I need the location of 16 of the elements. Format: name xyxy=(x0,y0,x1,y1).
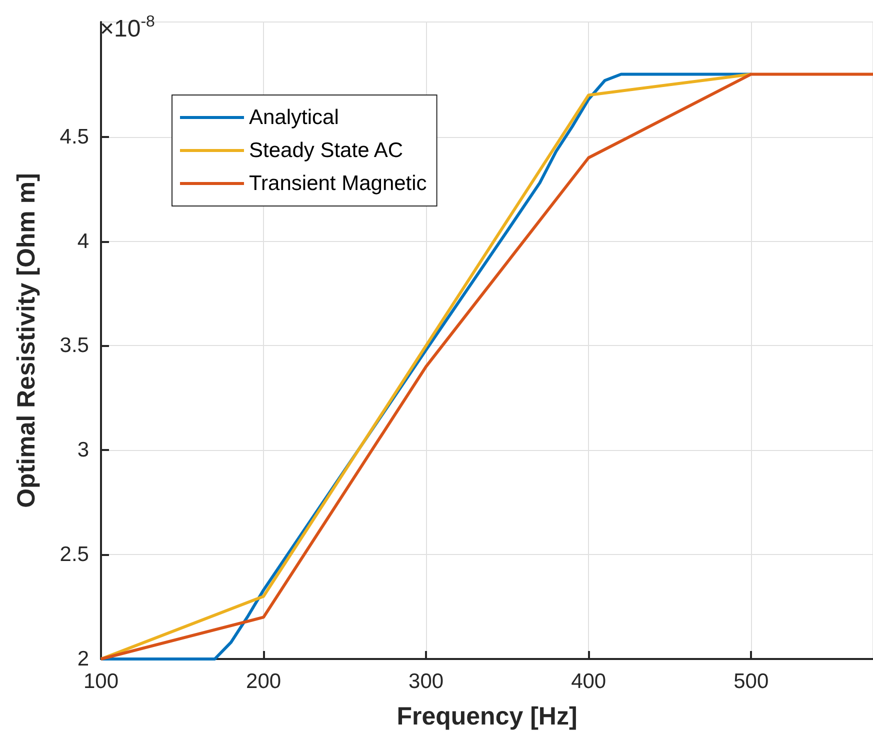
x-tick-label: 100 xyxy=(83,670,119,693)
y-tick-label: 3.5 xyxy=(60,334,89,358)
y-tick-label: 3 xyxy=(77,438,89,462)
y-tick-label: 4.5 xyxy=(60,125,89,148)
y-axis-title: Optimal Resistivity [Ohm m] xyxy=(12,173,40,508)
y-tick-label: 2 xyxy=(77,648,89,670)
x-axis-title: Frequency [Hz] xyxy=(396,702,578,730)
legend-label: Transient Magnetic xyxy=(249,172,427,195)
legend-label: Steady State AC xyxy=(249,139,404,162)
x-tick-label: 200 xyxy=(246,670,282,693)
y-tick-label: 4 xyxy=(77,230,90,253)
legend-label: Analytical xyxy=(249,106,339,129)
y-tick-label: 2.5 xyxy=(60,543,89,566)
x-tick-label: 400 xyxy=(571,670,606,693)
x-tick-label: 500 xyxy=(734,670,769,693)
x-tick-label: 300 xyxy=(408,670,444,693)
